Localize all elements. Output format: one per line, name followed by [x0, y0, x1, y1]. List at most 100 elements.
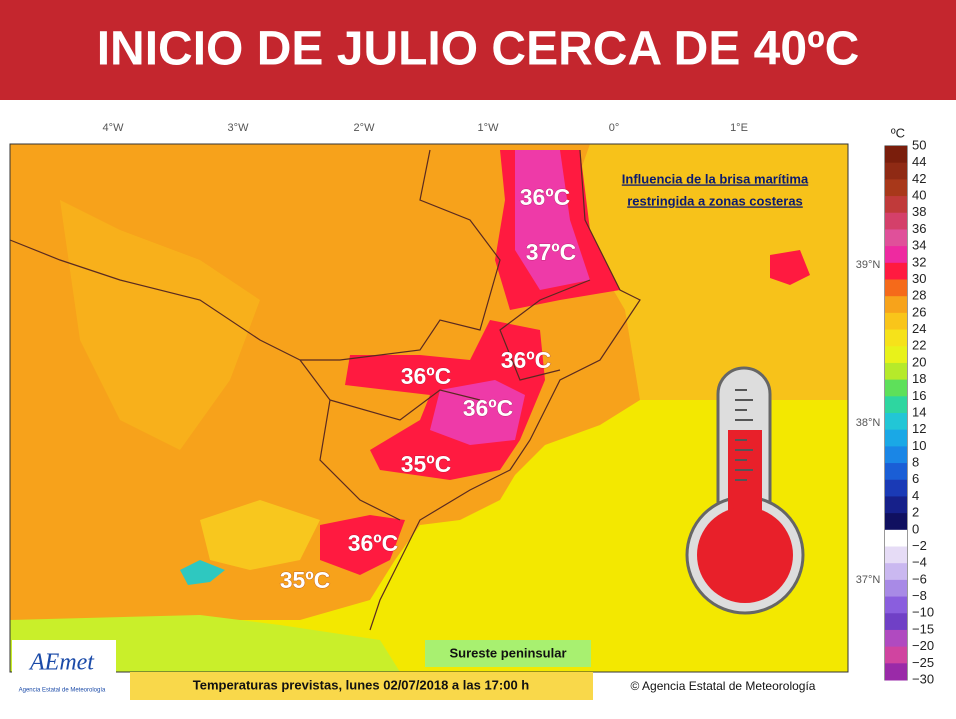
sea-south	[10, 400, 848, 672]
lon-label: 0°	[609, 122, 620, 134]
border	[9, 239, 301, 361]
colorbar-segment	[885, 296, 907, 314]
sea-north	[570, 144, 848, 400]
borders	[9, 149, 641, 631]
caption: Temperaturas previstas, lunes 02/07/2018…	[193, 677, 530, 692]
colorbar-label: 34	[912, 238, 926, 253]
temperature-label: 36ºC	[348, 530, 399, 556]
colorbar-label: −6	[912, 571, 927, 586]
colorbar-label: −25	[912, 655, 934, 670]
lat-label: 38°N	[856, 417, 881, 429]
colorbar-label: 12	[912, 421, 926, 436]
colorbar-label: −20	[912, 638, 934, 653]
colorbar-segment	[885, 362, 907, 381]
colorbar-label: −10	[912, 605, 934, 620]
logo-box	[12, 640, 116, 700]
lat-label: 37°N	[856, 574, 881, 586]
logo-subtitle: Agencia Estatal de Meteorología	[19, 688, 106, 694]
lon-label: 3°W	[228, 122, 250, 134]
colorbar-label: 30	[912, 271, 926, 286]
annotation-line: Influencia de la brisa marítima	[622, 171, 809, 186]
colorbar-label: 22	[912, 338, 926, 353]
colorbar-label: −15	[912, 621, 934, 636]
colorbar-segment	[885, 496, 907, 514]
colorbar-segment	[885, 346, 907, 364]
colorbar-label: 50	[912, 137, 926, 152]
colorbar-label: −8	[912, 588, 927, 603]
colorbar-label: 42	[912, 171, 926, 186]
colorbar: 5044424038363432302826242220181614121086…	[885, 137, 934, 686]
colorbar-label: 20	[912, 354, 926, 369]
colorbar-segment	[885, 396, 907, 414]
colorbar-unit: ºC	[891, 125, 905, 140]
lon-label: 1°E	[730, 122, 748, 134]
copyright: © Agencia Estatal de Meteorología	[631, 679, 816, 693]
very-hot-patch	[430, 380, 525, 445]
colorbar-segment	[885, 629, 907, 648]
temperature-label: 36ºC	[520, 184, 571, 210]
region-label: Sureste peninsular	[449, 645, 566, 660]
colorbar-segment	[885, 413, 907, 431]
temperature-label: 36ºC	[501, 347, 552, 373]
lat-label: 39°N	[856, 259, 881, 271]
thermometer-bulb	[697, 507, 793, 603]
colorbar-segment	[885, 246, 907, 264]
colorbar-label: 18	[912, 371, 926, 386]
border	[300, 149, 501, 361]
colorbar-segment	[885, 196, 907, 214]
colorbar-segment	[885, 613, 907, 631]
colorbar-segment	[885, 446, 907, 464]
cool-patch	[180, 560, 225, 585]
copyright-box	[603, 676, 843, 698]
temperature-label: 36ºC	[401, 363, 452, 389]
logo-name: AEmet	[28, 650, 95, 676]
colorbar-segment	[885, 162, 907, 180]
temperature-labels: 36ºC 37ºC 36ºC 36ºC 36ºC 35ºC 36ºC 35ºC	[279, 184, 577, 594]
colorbar-label: 44	[912, 154, 926, 169]
border	[499, 279, 591, 381]
colorbar-label: 4	[912, 488, 919, 503]
colorbar-segment	[885, 663, 907, 681]
thermometer-scale	[735, 389, 753, 481]
colorbar-label: −4	[912, 555, 927, 570]
colorbar-label: 36	[912, 221, 926, 236]
lon-label: 1°W	[478, 122, 500, 134]
very-hot-patch	[515, 150, 590, 290]
colorbar-label: 8	[912, 455, 919, 470]
colorbar-label: 10	[912, 438, 926, 453]
lon-label: 4°W	[103, 122, 125, 134]
border	[329, 389, 481, 421]
border	[299, 359, 401, 521]
annotation-line: restringida a zonas costeras	[627, 193, 803, 208]
colorbar-segment	[885, 513, 907, 531]
colorbar-label: 16	[912, 388, 926, 403]
temperature-label: 35ºC	[280, 567, 331, 593]
land-patch	[60, 200, 260, 450]
colorbar-segment	[885, 262, 907, 280]
colorbar-label: 24	[912, 321, 926, 336]
colorbar-label: 0	[912, 521, 919, 536]
temperature-label: 37ºC	[526, 239, 577, 265]
colorbar-segment	[885, 546, 907, 564]
colorbar-segment	[885, 279, 907, 297]
colorbar-segment	[885, 179, 907, 197]
temperature-label: 35ºC	[401, 451, 452, 477]
colorbar-segment	[885, 379, 907, 397]
colorbar-label: 28	[912, 288, 926, 303]
colorbar-label: 38	[912, 204, 926, 219]
island-hot	[770, 250, 810, 285]
colorbar-label: 14	[912, 404, 926, 419]
colorbar-segment	[885, 429, 907, 447]
colorbar-segment	[885, 563, 907, 581]
coastline	[369, 149, 641, 631]
colorbar-segment	[885, 312, 907, 331]
colorbar-label: 6	[912, 471, 919, 486]
colorbar-segment	[885, 229, 907, 247]
colorbar-segment	[885, 579, 907, 598]
colorbar-segment	[885, 463, 907, 481]
region-box	[425, 640, 591, 667]
colorbar-label: 26	[912, 304, 926, 319]
colorbar-label: 2	[912, 505, 919, 520]
colorbar-label: 32	[912, 254, 926, 269]
colorbar-segment	[885, 646, 907, 664]
